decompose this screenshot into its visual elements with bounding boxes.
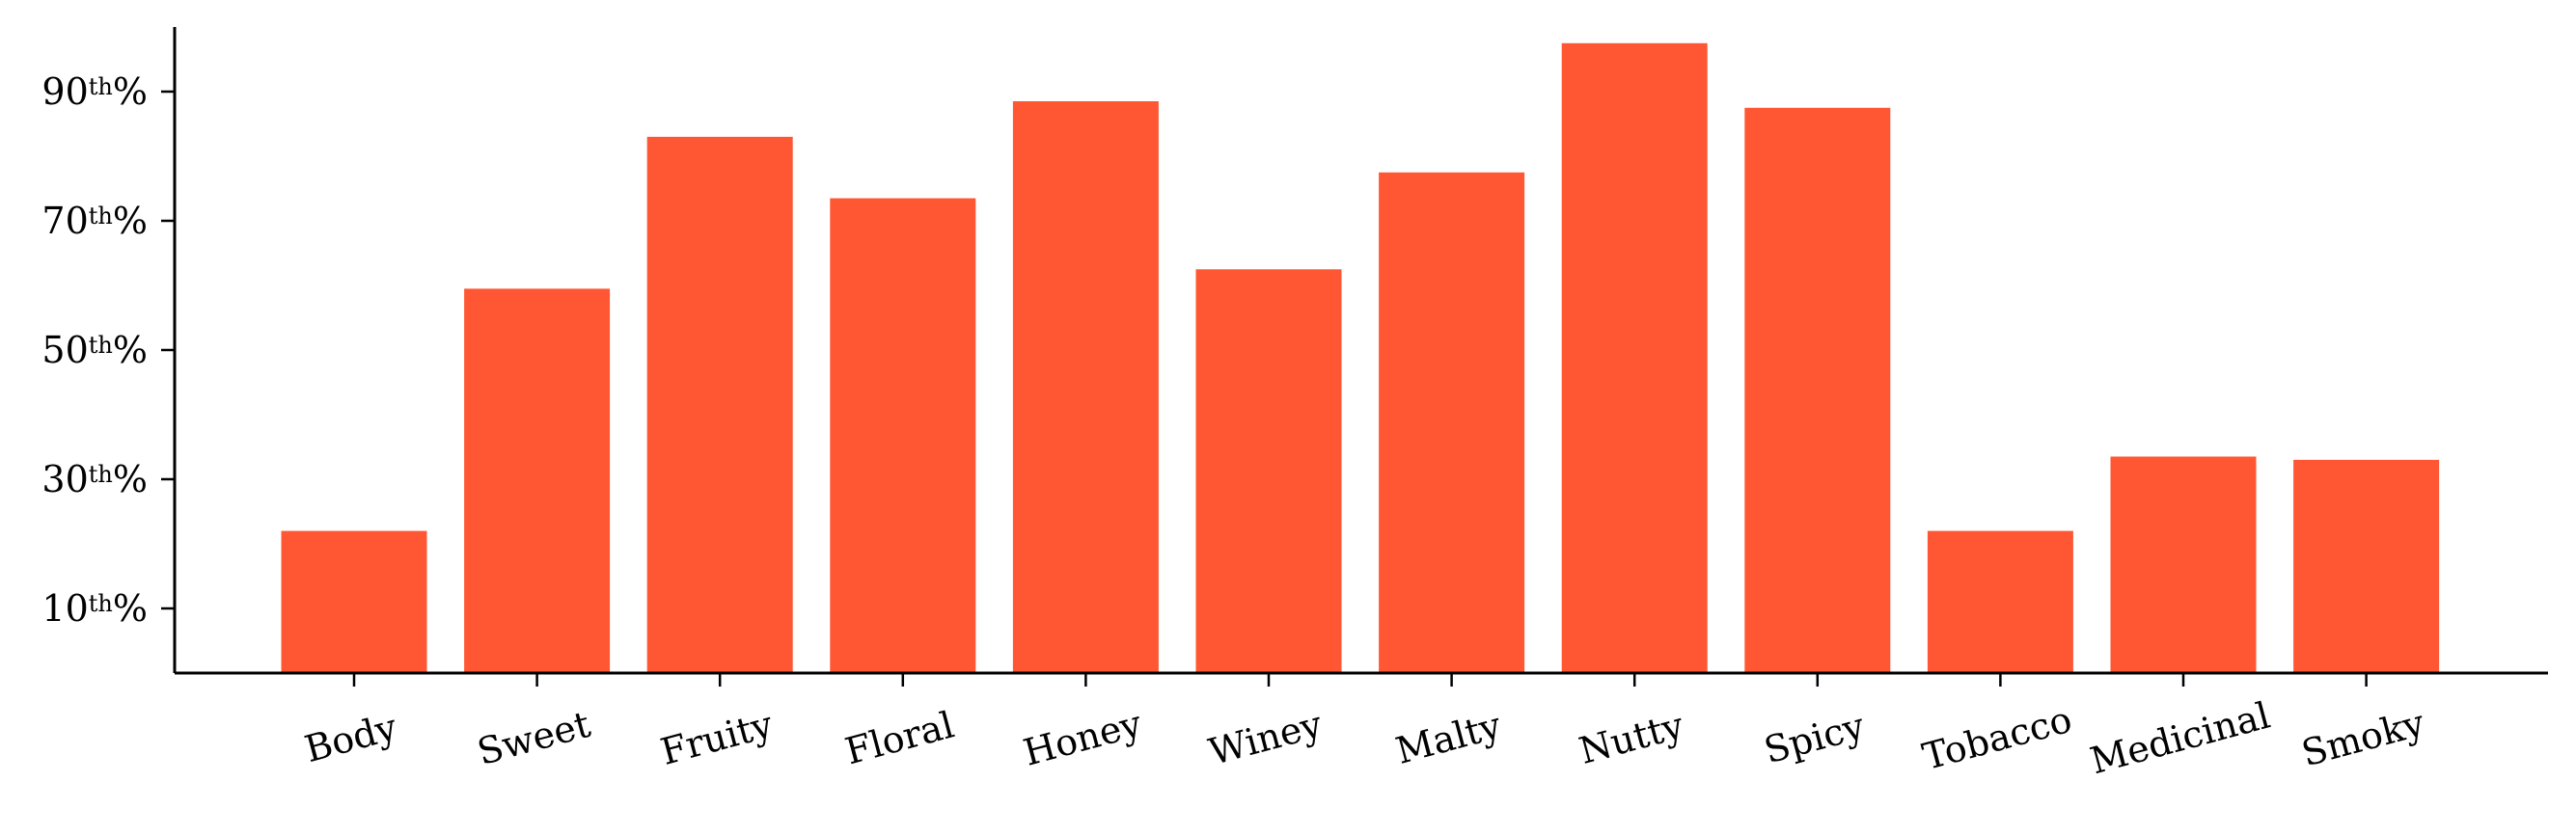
y-tick-label: 70th%: [41, 200, 148, 242]
bar-winey: [1195, 269, 1342, 674]
x-tick-label: Malty: [1391, 704, 1506, 772]
x-tick-label: Fruity: [656, 703, 778, 773]
bar-honey: [1012, 101, 1159, 673]
bar-smoky: [2293, 459, 2440, 673]
bar-sweet: [464, 288, 611, 673]
bars-group: [281, 42, 2440, 674]
y-tick-label: 10th%: [41, 587, 148, 630]
y-tick-label: 50th%: [41, 329, 148, 371]
x-tick-label: Floral: [841, 703, 959, 772]
bar-tobacco: [1927, 530, 2073, 673]
x-tick-label: Tobacco: [1918, 698, 2076, 778]
y-tick-label: 30th%: [41, 458, 148, 500]
y-tick-label: 90th%: [41, 70, 148, 113]
x-tick-label: Sweet: [473, 703, 594, 773]
x-tick-label: Medicinal: [2086, 694, 2274, 783]
x-tick-label: Smoky: [2297, 701, 2429, 774]
x-tick-label: Honey: [1019, 702, 1146, 774]
x-tick-label: Nutty: [1575, 704, 1688, 772]
bar-floral: [830, 198, 976, 673]
x-axis: Body Sweet Fruity Floral Honey Winey Malty Nutt…: [175, 671, 2548, 783]
y-axis: 10th% 30th% 50th% 70th% 90th%: [41, 27, 177, 673]
bar-nutty: [1561, 42, 1708, 674]
bar-medicinal: [2110, 456, 2257, 673]
bar-malty: [1379, 172, 1525, 674]
x-tick-label: Spicy: [1760, 704, 1870, 771]
x-tick-label: Body: [300, 706, 401, 771]
x-tick-label: Winey: [1204, 703, 1327, 773]
bar-spicy: [1744, 107, 1891, 674]
bar-fruity: [646, 136, 793, 673]
bar-body: [281, 530, 427, 673]
